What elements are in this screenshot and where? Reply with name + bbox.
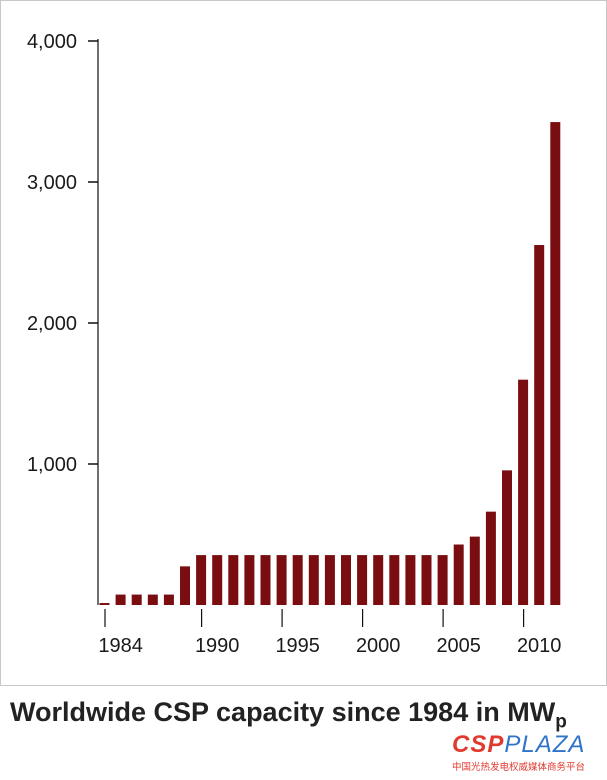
watermark-subtitle: 中国光热发电权威媒体商务平台 — [452, 762, 586, 773]
bar-1998 — [341, 555, 351, 605]
watermark-logo-plaza: PLAZA — [504, 731, 586, 758]
x-tick-label-1990: 1990 — [195, 635, 240, 657]
y-tick-label-1000: 1,000 — [27, 454, 77, 476]
bar-2008 — [502, 470, 512, 605]
bar-1985 — [131, 594, 142, 605]
chart-caption: Worldwide CSP capacity since 1984 in MWp — [10, 694, 600, 740]
bar-2005 — [453, 544, 464, 605]
watermark-logo: CSPPLAZA — [452, 733, 602, 757]
bar-1989 — [196, 555, 207, 605]
y-tick-label-4000: 4,000 — [27, 31, 77, 53]
bar-1996 — [308, 555, 319, 605]
csp-plaza-watermark: CSPPLAZA 中国光热发电权威媒体商务平台 — [452, 733, 602, 777]
bar-1984 — [115, 594, 126, 605]
bar-2007 — [485, 511, 496, 605]
bar-1999 — [357, 555, 368, 605]
bar-2002 — [405, 555, 416, 605]
bar-1988 — [180, 566, 190, 605]
bar-1993 — [260, 555, 271, 605]
bar-1995 — [292, 555, 303, 605]
x-tick-label-2000: 2000 — [356, 635, 401, 657]
bar-1997 — [324, 555, 335, 605]
x-tick-label-2010: 2010 — [517, 635, 562, 657]
x-tick-label-1984: 1984 — [98, 635, 143, 657]
bar-2006 — [469, 536, 480, 605]
bar-2009 — [518, 379, 529, 605]
bar-2004 — [437, 555, 448, 605]
bar-1992 — [244, 555, 255, 605]
bar-2000 — [373, 555, 384, 605]
bar-1990 — [212, 555, 223, 605]
bar-2011 — [550, 122, 561, 605]
bar-2010 — [534, 245, 545, 605]
bar-2001 — [389, 555, 400, 605]
bar-1987 — [163, 594, 174, 605]
y-tick-label-2000: 2,000 — [27, 313, 77, 335]
bar-1994 — [276, 555, 287, 605]
x-tick-label-2005: 2005 — [436, 635, 481, 657]
bar-chart: 4,000 3,000 2,000 1,000 1984 1990 1995 2000 2005… — [27, 31, 562, 657]
x-tick-label-1995: 1995 — [275, 635, 320, 657]
bar-1991 — [228, 555, 239, 605]
watermark-logo-csp: CSP — [452, 731, 505, 758]
caption-text: Worldwide CSP capacity since 1984 in MW — [10, 697, 556, 727]
y-tick-label-3000: 3,000 — [27, 172, 77, 194]
caption-subscript: p — [555, 711, 567, 733]
chart-frame: 4,000 3,000 2,000 1,000 1984 1990 1995 2000 2005… — [0, 0, 607, 686]
bar-2003 — [421, 555, 432, 605]
bar-1983 — [99, 603, 110, 605]
bar-1986 — [147, 594, 158, 605]
